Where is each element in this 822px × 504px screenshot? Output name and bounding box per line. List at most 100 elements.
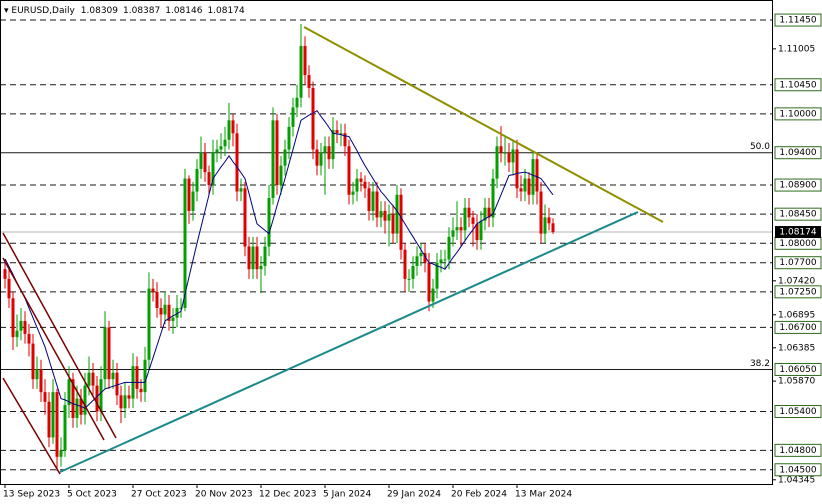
candle-body: [199, 152, 203, 169]
candle-body: [287, 126, 291, 150]
candle-body: [231, 120, 235, 134]
header-arrow: ▾: [4, 6, 11, 16]
candle-body: [259, 265, 263, 270]
chart-header: ▾ EURUSD,Daily 1.08309 1.08387 1.08146 1.081…: [4, 6, 245, 16]
candle-body: [39, 369, 43, 393]
channel-line: [2, 257, 105, 441]
candle-body: [243, 188, 247, 247]
open-price: 1.08309: [81, 6, 118, 16]
candle-body: [31, 343, 35, 380]
candle-body: [195, 168, 199, 192]
candle-body: [359, 178, 363, 182]
candle-body: [383, 210, 387, 221]
candle-body: [351, 191, 355, 195]
level-label: 1.06700: [779, 323, 816, 333]
candle-body: [363, 181, 367, 189]
level-label: 1.07700: [779, 258, 816, 268]
candle-body: [23, 320, 27, 334]
candle-body: [427, 262, 431, 302]
candle-body: [127, 395, 131, 399]
candle-body: [519, 188, 523, 192]
candle-body: [271, 120, 275, 198]
candle-body: [343, 133, 347, 147]
x-tick-label: 20 Nov 2023: [195, 490, 253, 500]
level-label-box: [774, 285, 822, 299]
level-label: 1.06050: [779, 365, 816, 375]
candle-body: [399, 194, 403, 250]
candle-body: [395, 194, 399, 234]
candle-body: [107, 327, 111, 380]
level-label-box: [774, 362, 822, 376]
candle-body: [63, 405, 67, 451]
candle-body: [435, 262, 439, 289]
candle-body: [35, 369, 39, 380]
candle-body: [263, 246, 267, 266]
candle-body: [323, 146, 327, 153]
candle-body: [223, 139, 227, 147]
y-tick-label: 1.11005: [778, 44, 815, 54]
candle-body: [99, 379, 103, 412]
candle-body: [411, 265, 415, 279]
candle-body: [47, 401, 51, 438]
level-label: 1.05400: [779, 407, 816, 417]
candle-body: [179, 308, 183, 309]
candle-body: [191, 191, 195, 211]
current-price-box: [775, 226, 821, 239]
candle-body: [467, 207, 471, 218]
moving-average: [4, 109, 554, 409]
candle-body: [155, 291, 159, 308]
current-price-label: 1.08174: [779, 228, 816, 238]
x-tick-label: 13 Mar 2024: [515, 490, 572, 500]
y-tick-label: 1.07420: [778, 276, 815, 286]
level-label-box: [774, 405, 822, 419]
candle-body: [275, 120, 279, 186]
level-label: 1.04500: [779, 465, 816, 475]
candle-body: [335, 130, 339, 134]
y-tick-label: 1.04345: [778, 475, 815, 485]
level-label-box: [774, 178, 822, 192]
candle-body: [183, 178, 187, 308]
level-label: 1.08900: [779, 181, 816, 191]
candle-body: [483, 207, 487, 221]
candle-body: [67, 379, 71, 406]
candle-body: [219, 146, 223, 150]
candle-body: [375, 191, 379, 218]
level-label: 1.09400: [779, 148, 816, 158]
candle-body: [3, 269, 7, 279]
plot-border: [0, 0, 773, 485]
level-label-box: [774, 107, 822, 121]
y-tick-label: 1.06895: [778, 310, 815, 320]
candle-body: [91, 372, 95, 386]
candle-body: [251, 246, 255, 270]
resistance-trendline: [303, 26, 664, 223]
candle-body: [75, 398, 79, 418]
candle-body: [479, 220, 483, 241]
level-label: 1.04800: [779, 446, 816, 456]
level-label: 1.10000: [779, 109, 816, 119]
level-label-box: [774, 207, 822, 221]
candle-body: [503, 152, 507, 154]
candle-body: [279, 165, 283, 186]
candle-body: [211, 152, 215, 186]
candle-body: [119, 395, 123, 409]
candle-body: [487, 207, 491, 218]
candle-body: [159, 308, 163, 315]
candle-body: [239, 188, 243, 192]
candle-body: [535, 159, 539, 192]
level-label-box: [774, 256, 822, 270]
level-label: 1.07250: [779, 287, 816, 297]
candle-body: [71, 379, 75, 418]
candle-body: [307, 75, 311, 88]
level-label: 1.11450: [779, 16, 816, 26]
candle-body: [283, 149, 287, 166]
candle-body: [347, 146, 351, 195]
candle-body: [111, 372, 115, 380]
candle-body: [59, 450, 63, 457]
candle-body: [123, 395, 127, 409]
candle-body: [327, 146, 331, 160]
y-tick-label: 1.05870: [778, 377, 815, 387]
candle-body: [303, 45, 307, 76]
candle-body: [475, 223, 479, 241]
channel-line: [2, 377, 61, 475]
